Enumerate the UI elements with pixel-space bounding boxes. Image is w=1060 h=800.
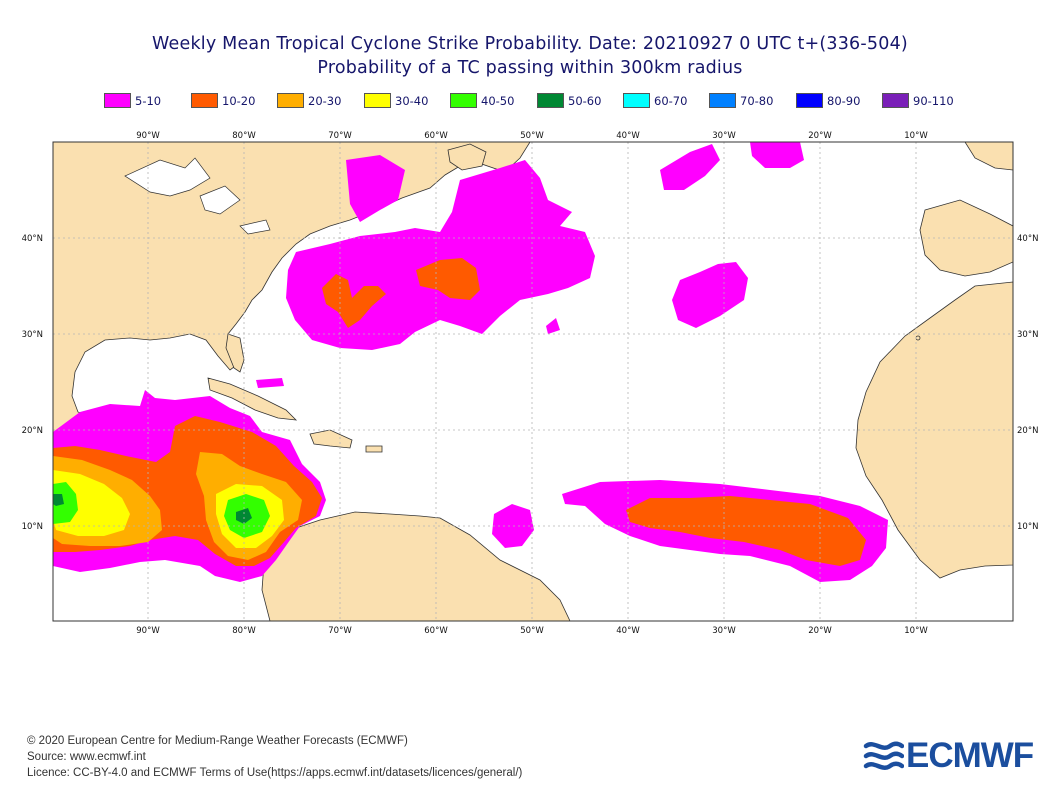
prob-5-10 <box>346 155 405 222</box>
puerto-rico <box>365 445 383 453</box>
lat-label: 30°N <box>1017 330 1038 340</box>
lat-label: 20°N <box>22 426 43 436</box>
map-subtitle: Probability of a TC passing within 300km… <box>317 58 743 78</box>
left-lat-labels: 40°N 30°N 20°N 10°N <box>22 234 43 532</box>
lon-label: 20°W <box>808 626 832 636</box>
lon-label: 80°W <box>232 626 256 636</box>
prob-40-50 <box>53 482 78 524</box>
source-text: Source: www.ecmwf.int <box>27 751 146 763</box>
legend-label: 80-90 <box>827 94 861 108</box>
prob-50-60 <box>53 494 64 506</box>
lon-label: 90°W <box>136 131 160 141</box>
probability-fields <box>53 142 888 582</box>
legend-swatch <box>882 93 909 108</box>
lon-label: 20°W <box>808 131 832 141</box>
newfoundland <box>447 143 487 171</box>
ecmwf-wave-icon <box>863 741 904 770</box>
bottom-lon-labels: 90°W 80°W 70°W 60°W 50°W 40°W 30°W 20°W … <box>136 626 928 636</box>
legend-label: 60-70 <box>654 94 688 108</box>
lon-label: 70°W <box>328 626 352 636</box>
legend-swatch <box>537 93 564 108</box>
prob-5-10 <box>256 378 284 388</box>
lat-label: 10°N <box>22 522 43 532</box>
iberia <box>919 199 1013 277</box>
florida <box>225 333 245 373</box>
cuba <box>207 377 298 421</box>
legend-swatch <box>277 93 304 108</box>
copyright-text: © 2020 European Centre for Medium-Range … <box>27 735 408 747</box>
lon-label: 80°W <box>232 131 256 141</box>
legend-label: 70-80 <box>740 94 774 108</box>
prob-10-20 <box>416 258 480 300</box>
lon-label: 30°W <box>712 626 736 636</box>
lat-label: 20°N <box>1017 426 1038 436</box>
top-lon-labels: 90°W 80°W 70°W 60°W 50°W 40°W 30°W 20°W … <box>136 131 928 141</box>
legend-swatch <box>191 93 218 108</box>
legend-label: 50-60 <box>568 94 602 108</box>
legend-label: 20-30 <box>308 94 342 108</box>
canary-islands <box>915 335 921 341</box>
lat-label: 30°N <box>22 330 43 340</box>
lat-label: 40°N <box>1017 234 1038 244</box>
lat-label: 40°N <box>22 234 43 244</box>
prob-30-40 <box>53 470 130 536</box>
prob-50-60 <box>236 508 252 524</box>
lon-label: 40°W <box>616 626 640 636</box>
legend-swatch <box>623 93 650 108</box>
legend-swatch <box>709 93 736 108</box>
prob-5-10 <box>750 142 804 168</box>
licence-text: Licence: CC-BY-4.0 and ECMWF Terms of Us… <box>27 767 523 779</box>
lon-label: 70°W <box>328 131 352 141</box>
right-lat-labels: 40°N 30°N 20°N 10°N <box>1017 234 1038 532</box>
legend-label: 30-40 <box>395 94 429 108</box>
lake <box>199 185 241 215</box>
lon-label: 90°W <box>136 626 160 636</box>
prob-10-20 <box>626 496 866 566</box>
lon-label: 50°W <box>520 131 544 141</box>
legend-swatch <box>450 93 477 108</box>
map-title: Weekly Mean Tropical Cyclone Strike Prob… <box>152 34 908 54</box>
prob-5-10 <box>672 262 748 328</box>
lon-label: 60°W <box>424 131 448 141</box>
lon-label: 30°W <box>712 131 736 141</box>
legend-swatch <box>364 93 391 108</box>
lon-label: 10°W <box>904 131 928 141</box>
lon-label: 60°W <box>424 626 448 636</box>
iceland <box>964 142 1013 171</box>
legend-label: 40-50 <box>481 94 515 108</box>
graticule <box>53 142 1013 621</box>
prob-5-10 <box>660 144 720 190</box>
lake <box>239 219 271 235</box>
map-frame <box>52 141 1014 622</box>
great-lakes <box>124 157 271 235</box>
lon-label: 40°W <box>616 131 640 141</box>
lat-label: 10°N <box>1017 522 1038 532</box>
legend-swatch <box>104 93 131 108</box>
ecmwf-logo: ECMWF <box>862 736 1042 776</box>
lake <box>124 157 211 197</box>
prob-10-20 <box>322 274 386 328</box>
legend-label: 90-110 <box>913 94 954 108</box>
legend-swatch <box>796 93 823 108</box>
ecmwf-logo-text: ECMWF <box>906 736 1034 775</box>
south-america <box>261 511 571 621</box>
legend-label: 10-20 <box>222 94 256 108</box>
lon-label: 50°W <box>520 626 544 636</box>
lon-label: 10°W <box>904 626 928 636</box>
prob-5-10 <box>546 318 560 334</box>
legend-label: 5-10 <box>135 94 162 108</box>
